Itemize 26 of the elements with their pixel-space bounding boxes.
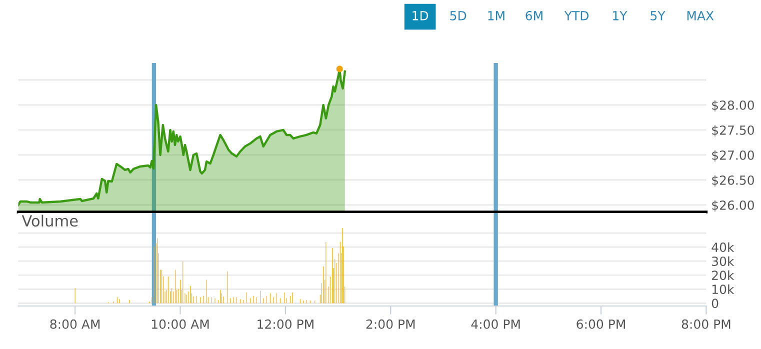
text: 1Y — [613, 11, 628, 20]
text: 5Y — [650, 11, 666, 20]
x-tick-label: 8:00 PM — [682, 319, 730, 329]
text: 1M — [488, 11, 504, 20]
y-tick-label: 30k — [712, 256, 734, 266]
y-tick-label: $27.00 — [712, 150, 754, 162]
x-tick-label: 4:00 PM — [471, 319, 520, 329]
y-tick-label: 40k — [712, 242, 734, 252]
text: 5D — [450, 11, 466, 20]
x-tick-label: 2:00 PM — [366, 319, 415, 329]
y-tick-label: $26.50 — [712, 175, 754, 187]
text: YTD — [564, 11, 589, 20]
y-tick-label: $26.00 — [712, 200, 754, 212]
y-tick-label: 10k — [712, 284, 734, 294]
y-tick-label: $27.50 — [712, 125, 754, 137]
y-tick-label: 20k — [712, 270, 734, 280]
x-tick-label: 6:00 PM — [576, 319, 625, 329]
chart-title: Volume — [22, 214, 78, 227]
x-tick-label: 10:00 AM — [152, 319, 209, 329]
text: 1D — [412, 11, 428, 20]
text: MAX — [687, 11, 714, 20]
x-tick-label: 8:00 AM — [50, 319, 100, 329]
text: 6M — [526, 10, 542, 20]
x-tick-label: 12:00 PM — [258, 319, 314, 329]
y-tick-label: 0 — [712, 298, 718, 308]
y-tick-label: $28.00 — [712, 100, 754, 112]
